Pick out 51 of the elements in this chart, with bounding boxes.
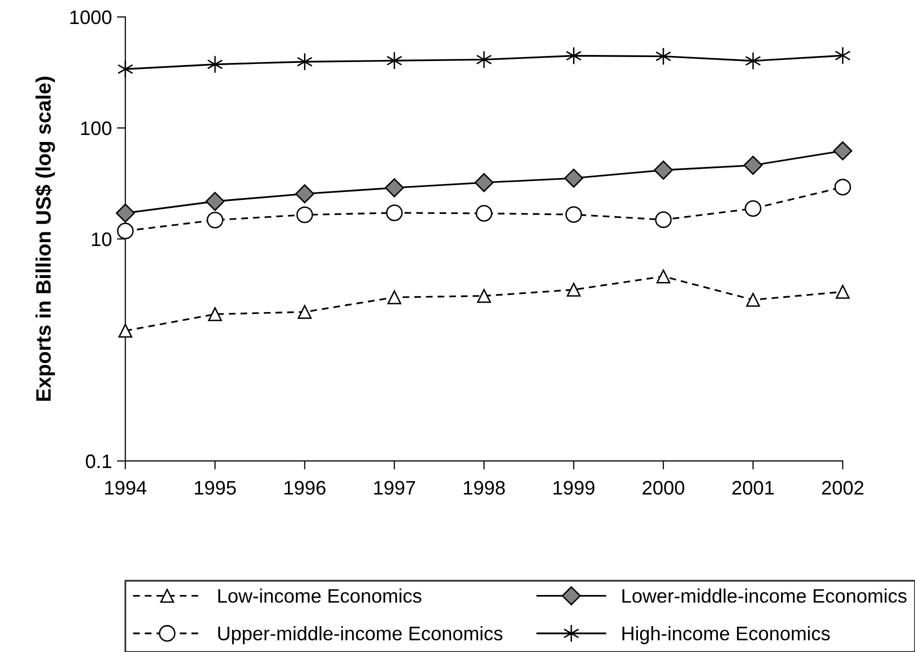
point xyxy=(387,290,402,304)
point xyxy=(566,46,582,65)
point xyxy=(477,288,491,303)
point xyxy=(655,47,672,66)
y-axis-title: Exports in Billion US$ (log scale) xyxy=(35,76,56,401)
point xyxy=(117,60,134,78)
x-tick-label: 1994 xyxy=(105,480,146,495)
point xyxy=(205,192,225,211)
point xyxy=(656,269,670,284)
point xyxy=(116,204,135,223)
point xyxy=(833,141,852,160)
x-tick-label: 1998 xyxy=(464,480,505,495)
legend-label: High-income Economics xyxy=(622,626,830,644)
x-tick-label: 1997 xyxy=(374,480,416,495)
y-tick-label: 100 xyxy=(81,121,112,136)
point xyxy=(834,178,852,196)
point xyxy=(565,206,582,223)
point xyxy=(118,324,132,338)
legend-label: Lower-middle-income Economics xyxy=(622,588,907,603)
point xyxy=(386,204,403,222)
point xyxy=(746,292,760,307)
legend-label: Low-income Economics xyxy=(218,588,422,603)
point xyxy=(564,168,584,188)
legend-label: Upper-middle-income Economics xyxy=(218,626,502,644)
point xyxy=(206,212,224,228)
point xyxy=(655,211,672,228)
y-tick-label: 10 xyxy=(92,232,112,246)
x-tick-label: 2000 xyxy=(642,480,684,495)
point xyxy=(744,200,762,217)
y-tick-label: 1000 xyxy=(70,10,112,24)
point xyxy=(208,307,222,322)
point xyxy=(296,52,313,71)
point xyxy=(834,46,851,65)
point xyxy=(386,52,402,70)
point xyxy=(298,305,312,319)
x-tick-label: 2002 xyxy=(822,480,864,495)
point xyxy=(474,173,494,192)
point xyxy=(117,222,134,240)
x-tick-label: 1996 xyxy=(284,480,326,495)
point xyxy=(654,160,673,180)
x-tick-label: 1995 xyxy=(194,480,236,495)
y-tick-label: 0.1 xyxy=(86,454,112,468)
x-tick-label: 2001 xyxy=(732,480,774,495)
point xyxy=(566,282,581,297)
point xyxy=(476,205,492,222)
point xyxy=(836,284,850,299)
point xyxy=(744,156,763,175)
x-tick-label: 1999 xyxy=(554,480,594,495)
point xyxy=(296,206,314,224)
point xyxy=(384,178,404,198)
point xyxy=(295,184,314,204)
